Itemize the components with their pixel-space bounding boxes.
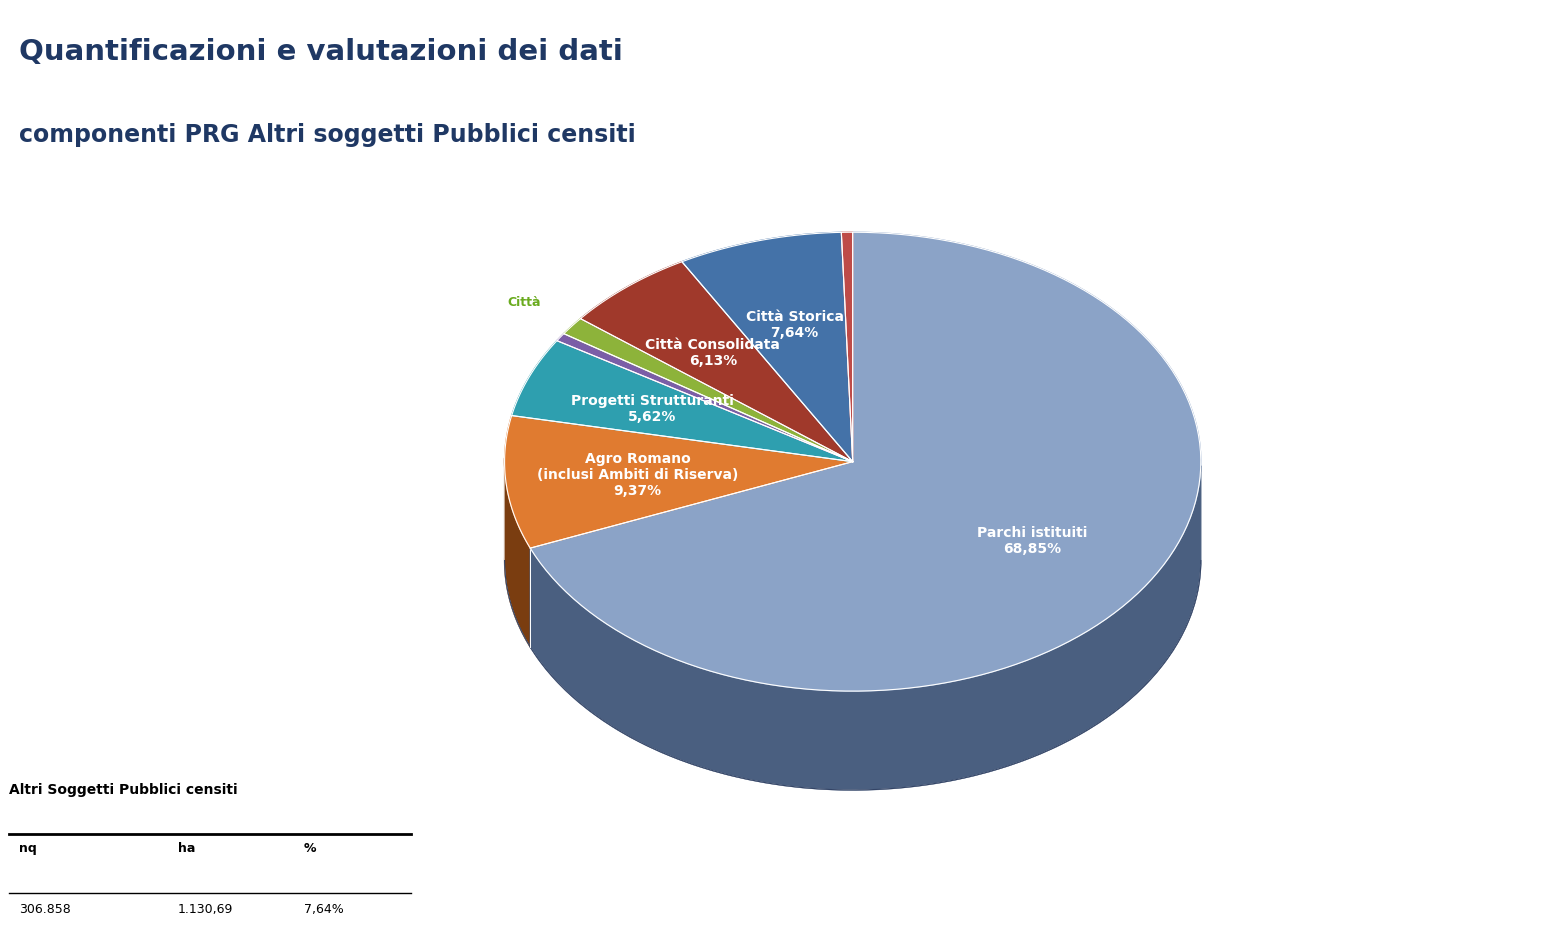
Polygon shape [564,319,852,462]
Text: componenti PRG Altri soggetti Pubblici censiti: componenti PRG Altri soggetti Pubblici c… [19,123,636,146]
Text: 1.130,69: 1.130,69 [178,903,234,917]
Text: %: % [304,842,316,855]
Text: Quantificazioni e valutazioni dei dati: Quantificazioni e valutazioni dei dati [19,38,623,66]
Text: 7,64%: 7,64% [304,903,344,917]
Text: Altri Soggetti Pubblici censiti: Altri Soggetti Pubblici censiti [9,783,238,797]
Text: ha: ha [178,842,195,855]
Polygon shape [505,458,530,647]
Text: Città: Città [508,296,541,310]
Text: Parchi istituiti
68,85%: Parchi istituiti 68,85% [977,526,1087,556]
Text: 306.858: 306.858 [19,903,70,917]
Text: Agro Romano
(inclusi Ambiti di Riserva)
9,37%: Agro Romano (inclusi Ambiti di Riserva) … [538,451,738,497]
Polygon shape [530,465,1201,790]
Polygon shape [581,261,852,462]
Polygon shape [682,232,852,462]
Polygon shape [505,415,852,548]
Polygon shape [841,232,852,462]
Text: Città Consolidata
6,13%: Città Consolidata 6,13% [645,338,781,368]
Text: Città Storica
7,64%: Città Storica 7,64% [746,310,843,340]
Polygon shape [556,333,852,462]
Polygon shape [530,232,1201,691]
Polygon shape [511,341,852,462]
Text: Progetti Strutturanti
5,62%: Progetti Strutturanti 5,62% [570,394,734,424]
Text: nq: nq [19,842,36,855]
